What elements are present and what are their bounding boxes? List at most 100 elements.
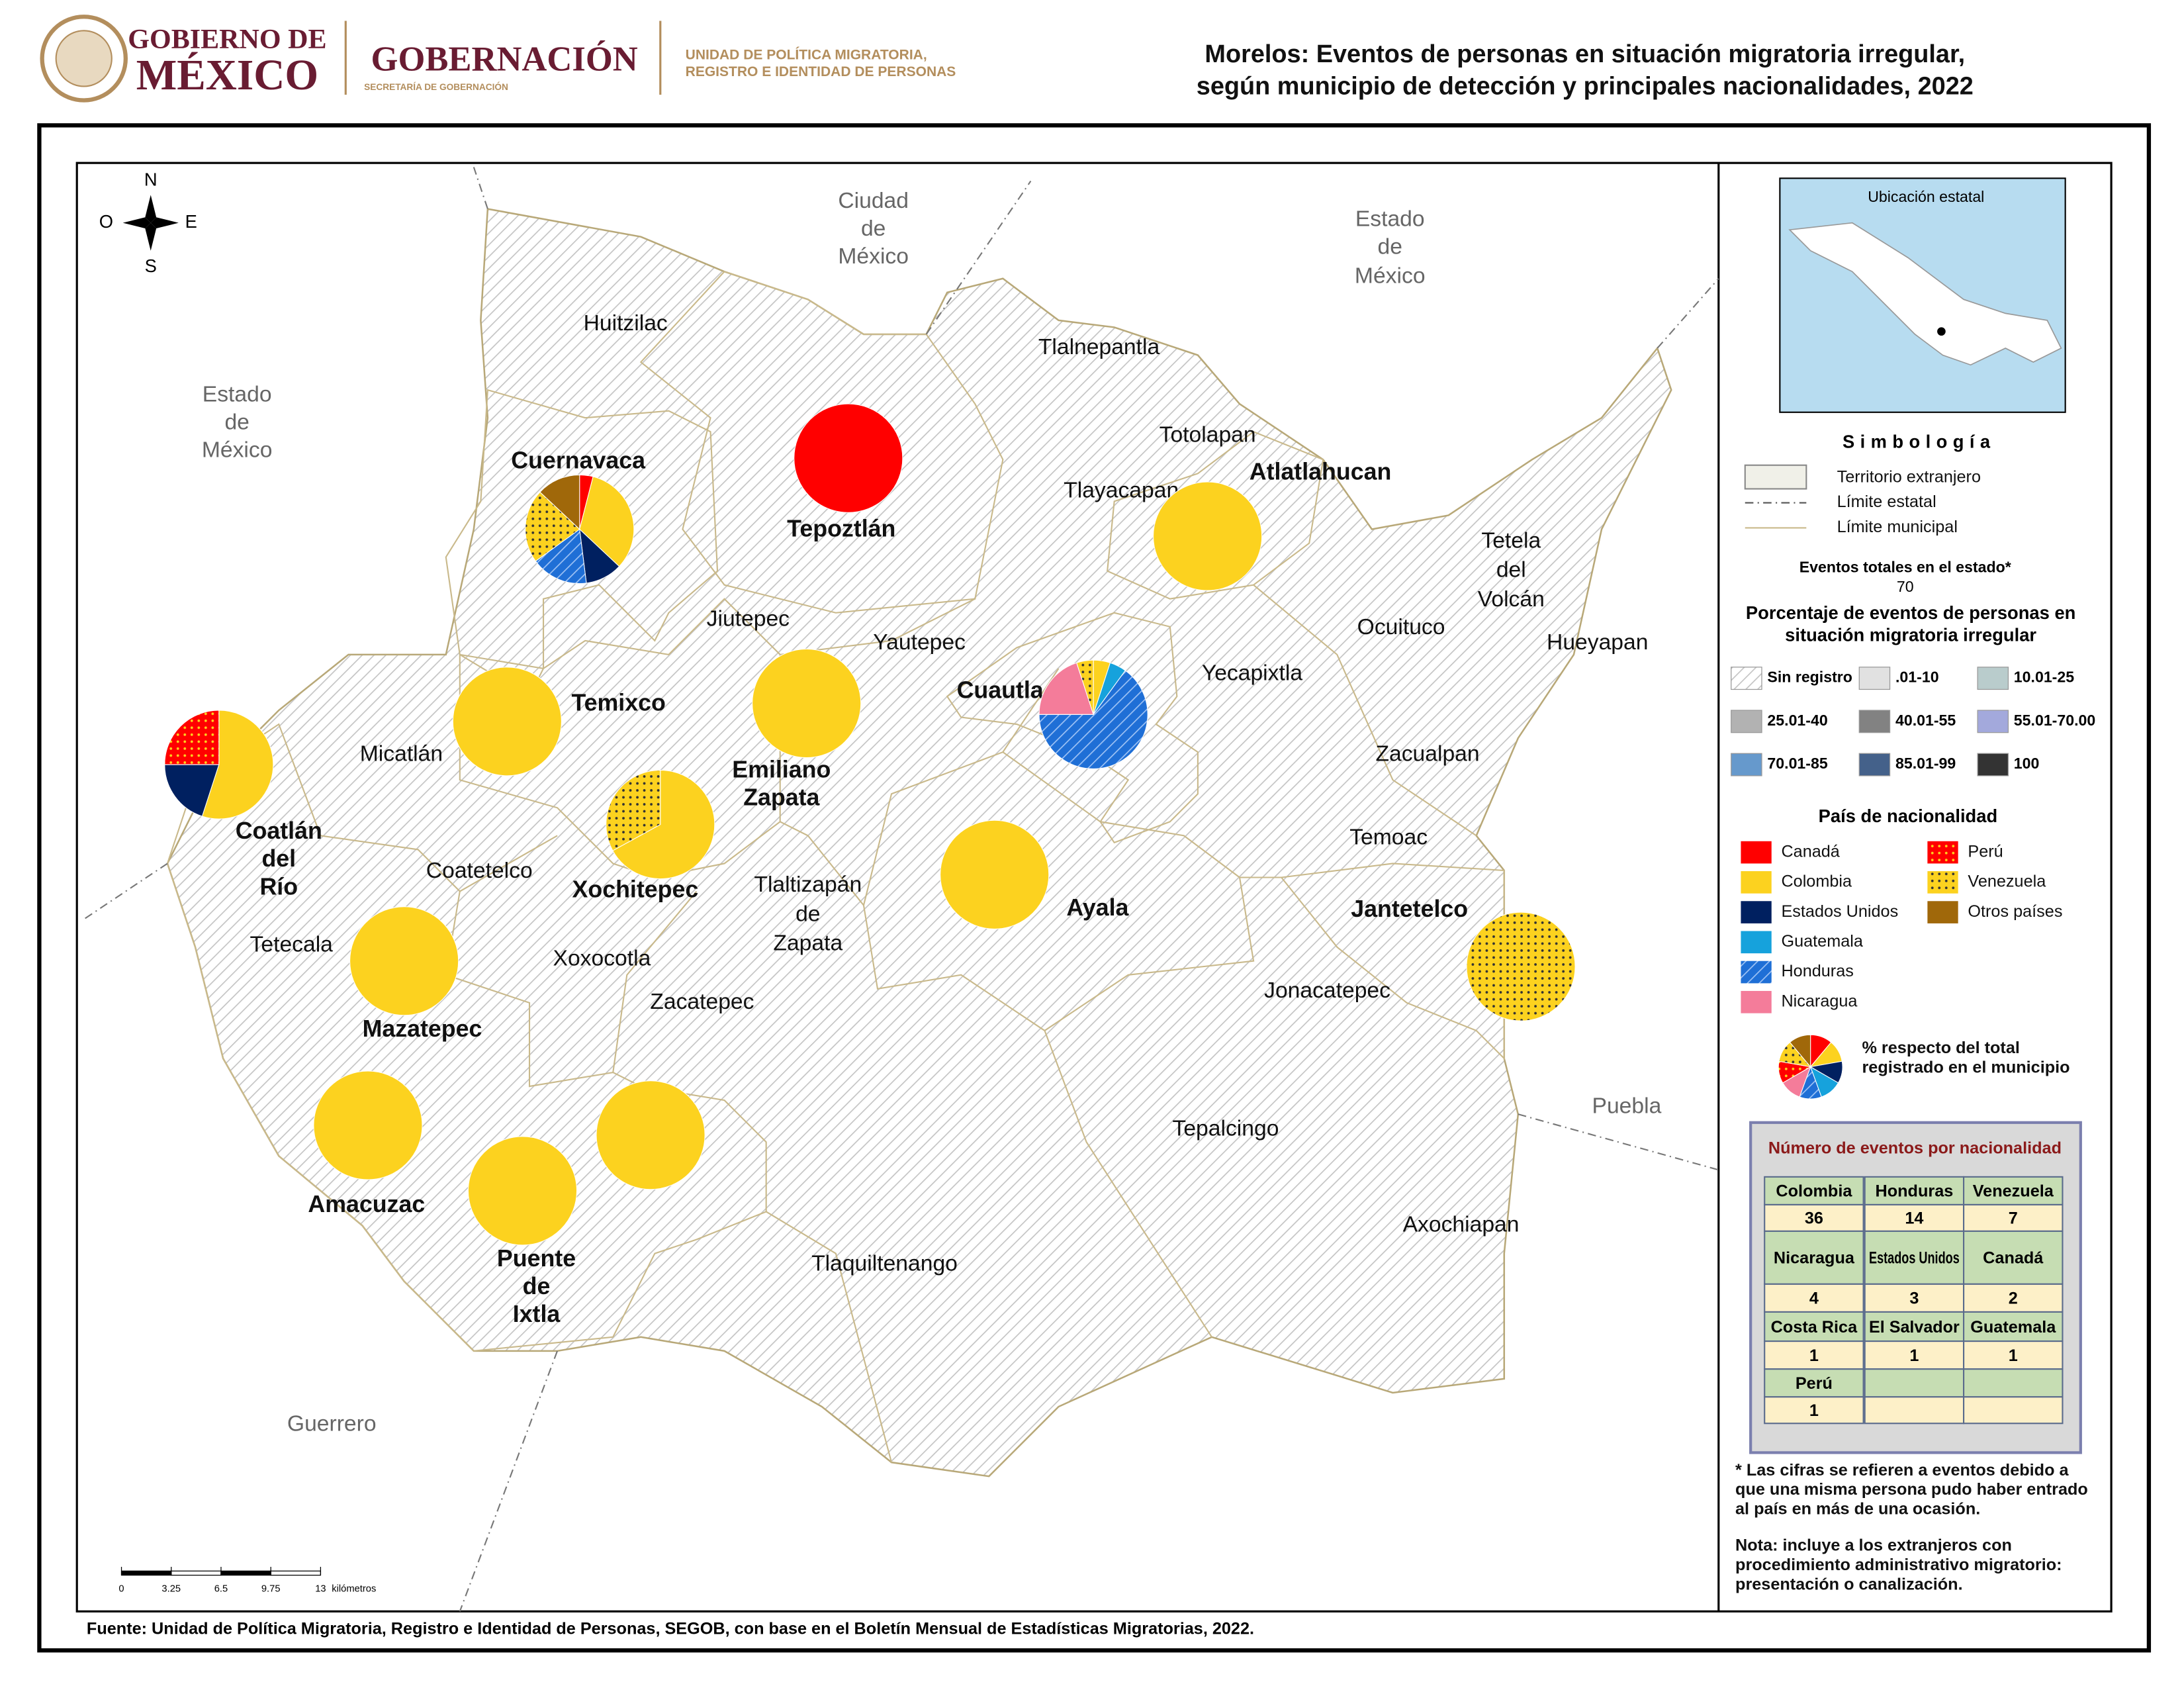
municipality-label: Zacualpan: [1375, 741, 1479, 766]
pie-slice: [313, 1070, 423, 1180]
nationality-label: Otros países: [1968, 902, 2062, 921]
pie-slice: [1153, 481, 1263, 591]
region-label: Ciudad de México: [838, 189, 909, 269]
inset-mexico: [1788, 222, 2062, 366]
table-header: Costa Rica: [1771, 1318, 1858, 1336]
class-label: 25.01-40: [1767, 712, 1827, 729]
class-label: 40.01-55: [1895, 712, 1956, 729]
table-cell: [1963, 1396, 2064, 1425]
pie: [164, 710, 274, 820]
pie-slice: [1038, 670, 1148, 769]
municipality-label: Huitzilac: [584, 311, 668, 336]
municipality-label: Jonacatepec: [1264, 978, 1390, 1003]
table-value: 2: [2009, 1289, 2018, 1308]
table-value: 36: [1805, 1209, 1823, 1228]
nationality-label: Perú: [1968, 842, 2003, 861]
title: Morelos: Eventos de personas en situació…: [1205, 40, 1965, 68]
compass-arrow: [150, 217, 179, 229]
class-label: 70.01-85: [1767, 755, 1827, 772]
pie-slice: [525, 491, 580, 562]
class-swatch: [1977, 710, 2009, 733]
class-swatch: [1731, 753, 1762, 776]
municipality-label: Yecapixtla: [1202, 661, 1302, 685]
compass-o: O: [99, 211, 113, 232]
nationality-swatch: [1741, 961, 1772, 984]
table-header: El Salvador: [1869, 1318, 1960, 1336]
nationality-label: Canadá: [1781, 842, 1840, 861]
pie: [752, 648, 862, 759]
table-header: Canadá: [1983, 1249, 2044, 1268]
class-swatch: [1858, 710, 1891, 733]
municipality: [445, 389, 719, 698]
table-cell: [1764, 1368, 1864, 1398]
table-cell: [1963, 1230, 2064, 1285]
compass-s: S: [145, 256, 157, 276]
footnote: * Las cifras se refieren a eventos debid…: [1735, 1460, 2088, 1518]
pie: [1038, 659, 1148, 769]
table-cell: [1963, 1176, 2064, 1205]
scale-unit: kilómetros: [332, 1584, 376, 1595]
municipality: [1280, 863, 1505, 1060]
scale-label: 3.25: [161, 1584, 181, 1595]
unit-line: REGISTRO E IDENTIDAD DE PERSONAS: [686, 64, 956, 79]
municipality-label-bold: Emiliano Zapata: [732, 757, 831, 811]
legend-example-pie: [1778, 1034, 1843, 1100]
scale-label: 0: [118, 1584, 124, 1595]
municipality-label-bold: Tepoztlán: [787, 516, 895, 542]
municipality-label: Yautepec: [873, 630, 966, 655]
municipality-label: Xoxocotla: [553, 947, 651, 971]
note: Nota: incluye a los extranjeros con proce…: [1735, 1536, 2062, 1593]
table-cell: [1764, 1311, 1864, 1342]
nationality-label: Nicaragua: [1781, 992, 1858, 1010]
pie: [452, 667, 562, 776]
seal-inner: [55, 30, 113, 87]
symbol-label: Límite municipal: [1837, 518, 1958, 536]
municipality-label-bold: Puente de Ixtla: [497, 1246, 576, 1328]
municipality-label-bold: Ayala: [1066, 894, 1129, 921]
compass: N S E O: [99, 169, 197, 276]
table-value: 3: [1909, 1289, 1919, 1308]
municipality-label-bold: Temixco: [571, 690, 665, 716]
municipality-label-bold: Coatlán del Río: [236, 818, 322, 900]
municipality: [862, 751, 1255, 1032]
pie-slice: [1789, 1034, 1811, 1068]
table-cell: [1764, 1230, 1864, 1285]
table-cell: [1864, 1340, 1965, 1370]
pie: [349, 906, 459, 1016]
municipality-label-bold: Amacuzac: [308, 1191, 425, 1217]
pie: [940, 820, 1050, 929]
table-value: 1: [1809, 1401, 1819, 1420]
table-cell: [1764, 1203, 1864, 1232]
inset-morelos: [1937, 327, 1946, 336]
scale-label: 9.75: [261, 1584, 281, 1595]
symbol-label: Territorio extranjero: [1837, 467, 1981, 486]
scale-bar: 0 3.25 6.5 9.75 13 kilómetros: [118, 1566, 376, 1595]
class-swatch: [1731, 667, 1762, 690]
nationality-swatch: [1741, 990, 1772, 1013]
nationality-label: Venezuela: [1968, 872, 2046, 891]
compass-arrow: [122, 217, 151, 229]
municipality-label: Tlalnepantla: [1038, 335, 1160, 359]
municipality-label-bold: Atlatlahucan: [1250, 459, 1392, 485]
table-title: Número de eventos por nacionalidad: [1768, 1139, 2062, 1157]
ministry-sub: SECRETARÍA DE GOBERNACIÓN: [364, 82, 508, 92]
class-swatch: [1977, 667, 2009, 690]
ministry: GOBERNACIÓN: [371, 40, 638, 79]
pie-slice: [539, 474, 580, 530]
table-cell: [1864, 1283, 1965, 1313]
table-cell: [1963, 1203, 2064, 1232]
class-swatch: [1858, 753, 1891, 776]
class-label: 85.01-99: [1895, 755, 1956, 772]
municipality-label: Temoac: [1349, 825, 1428, 849]
nationality-swatch: [1741, 841, 1772, 864]
percent-title: Porcentaje de eventos de personas en: [1746, 602, 2075, 623]
table-header: Honduras: [1875, 1182, 1953, 1201]
table-value: 1: [1909, 1346, 1919, 1365]
table-header: Colombia: [1776, 1182, 1852, 1201]
scale-label: 13: [315, 1584, 326, 1595]
region-label: Estado de México: [202, 382, 273, 462]
pie-slice: [452, 667, 562, 776]
